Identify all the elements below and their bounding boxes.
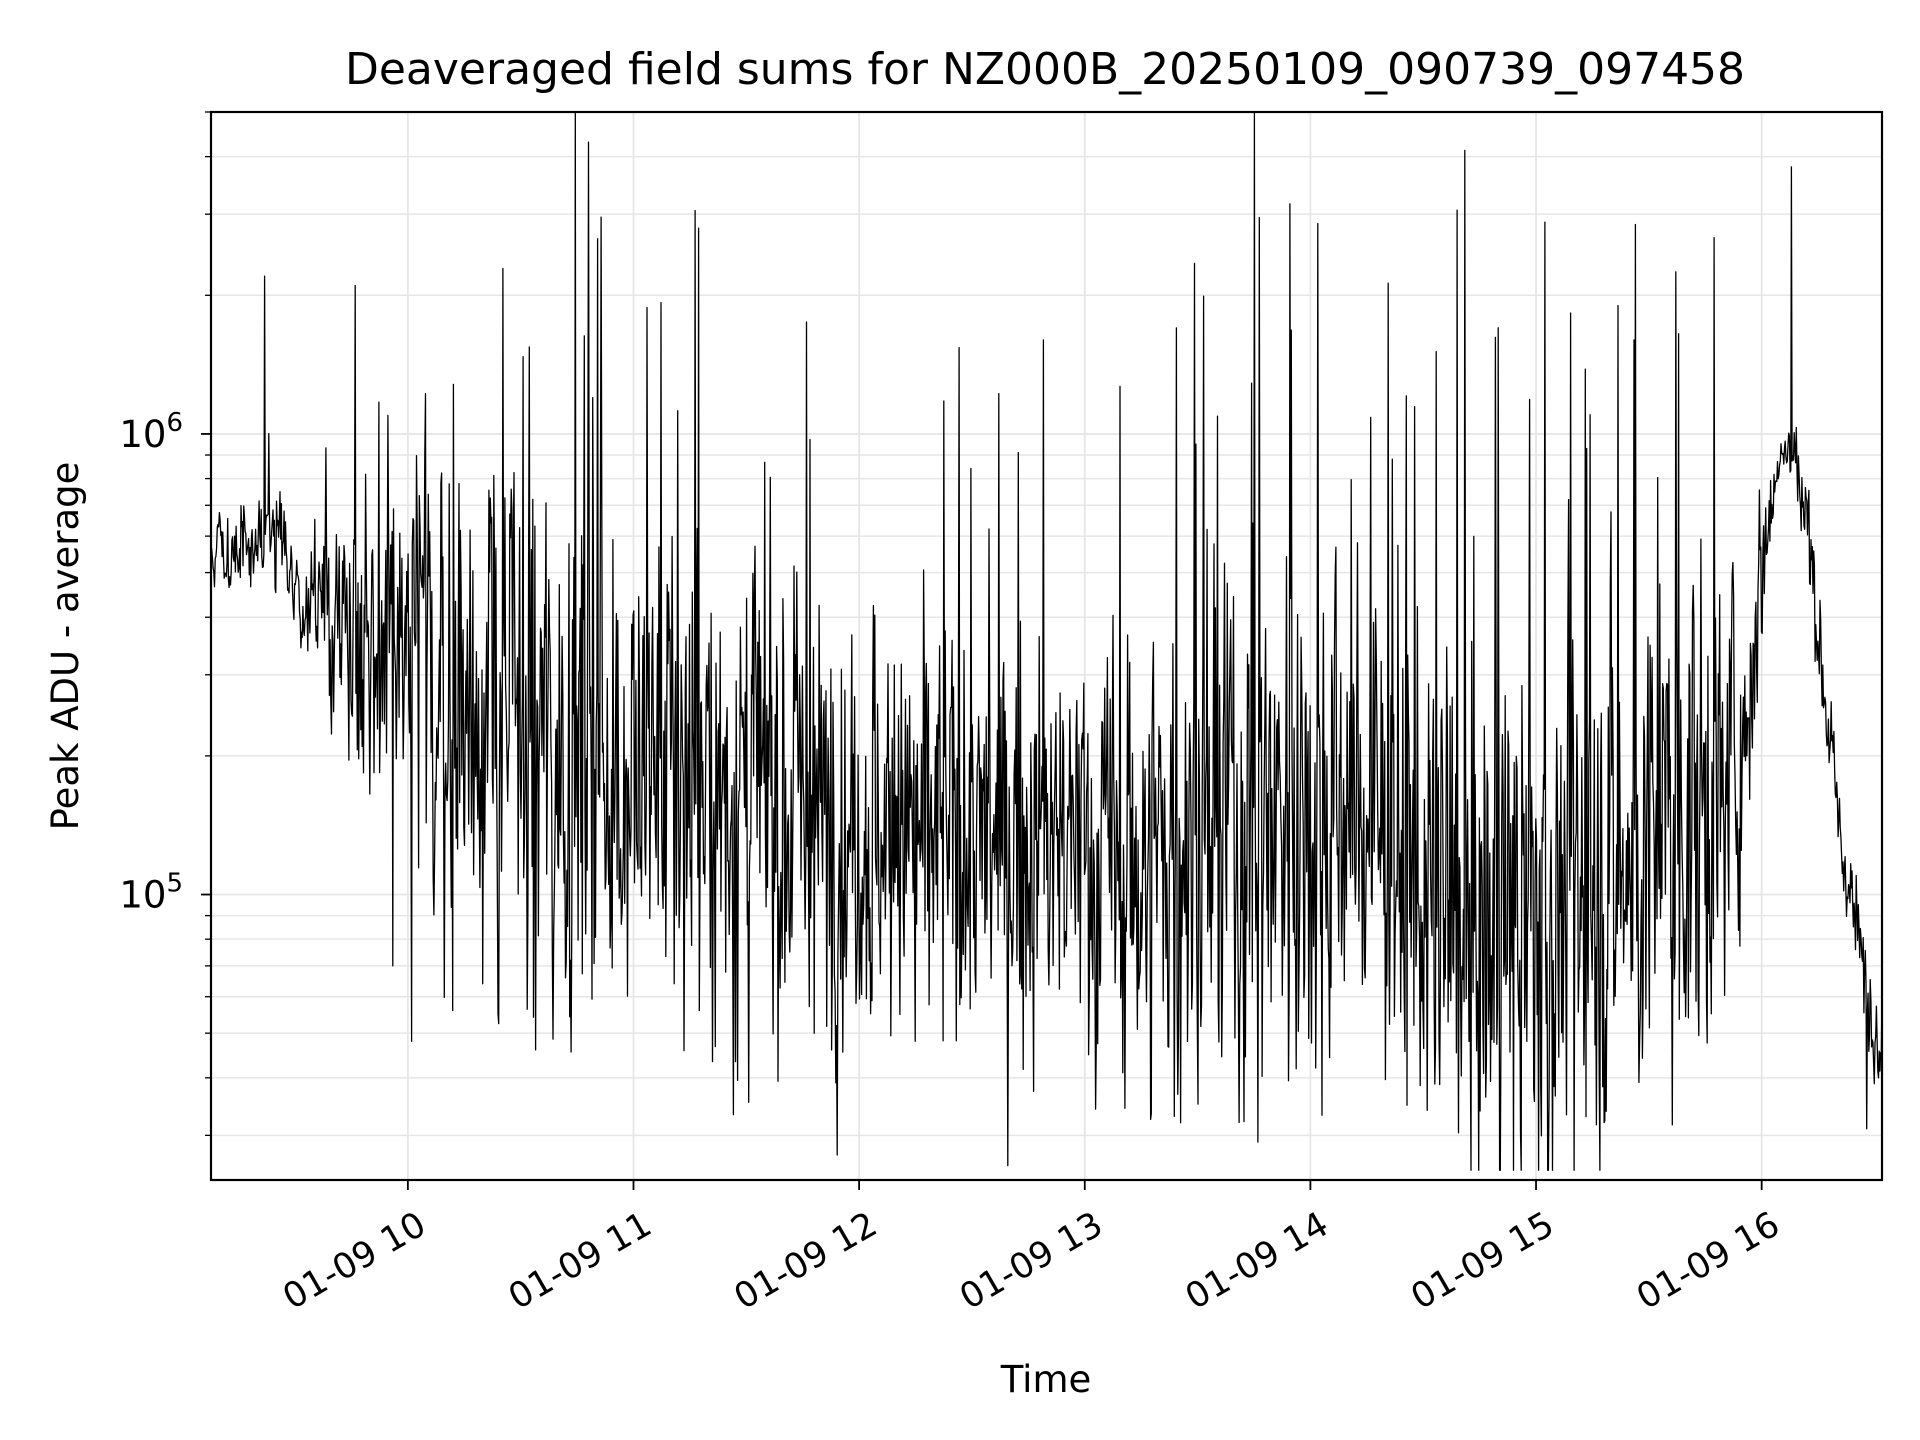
chart-title: Deaveraged field sums for NZ000B_2025010… <box>345 44 1745 95</box>
grid-lines <box>211 111 1882 1180</box>
y-tick-label: 106 <box>119 408 183 456</box>
data-series-line <box>211 112 1882 1171</box>
plot-area-frame <box>209 110 1884 1182</box>
y-axis-label: Peak ADU - average <box>44 462 87 831</box>
x-axis-label: Time <box>1000 1358 1092 1401</box>
y-tick-label: 105 <box>119 869 183 917</box>
data-series-layer <box>211 112 1882 1171</box>
